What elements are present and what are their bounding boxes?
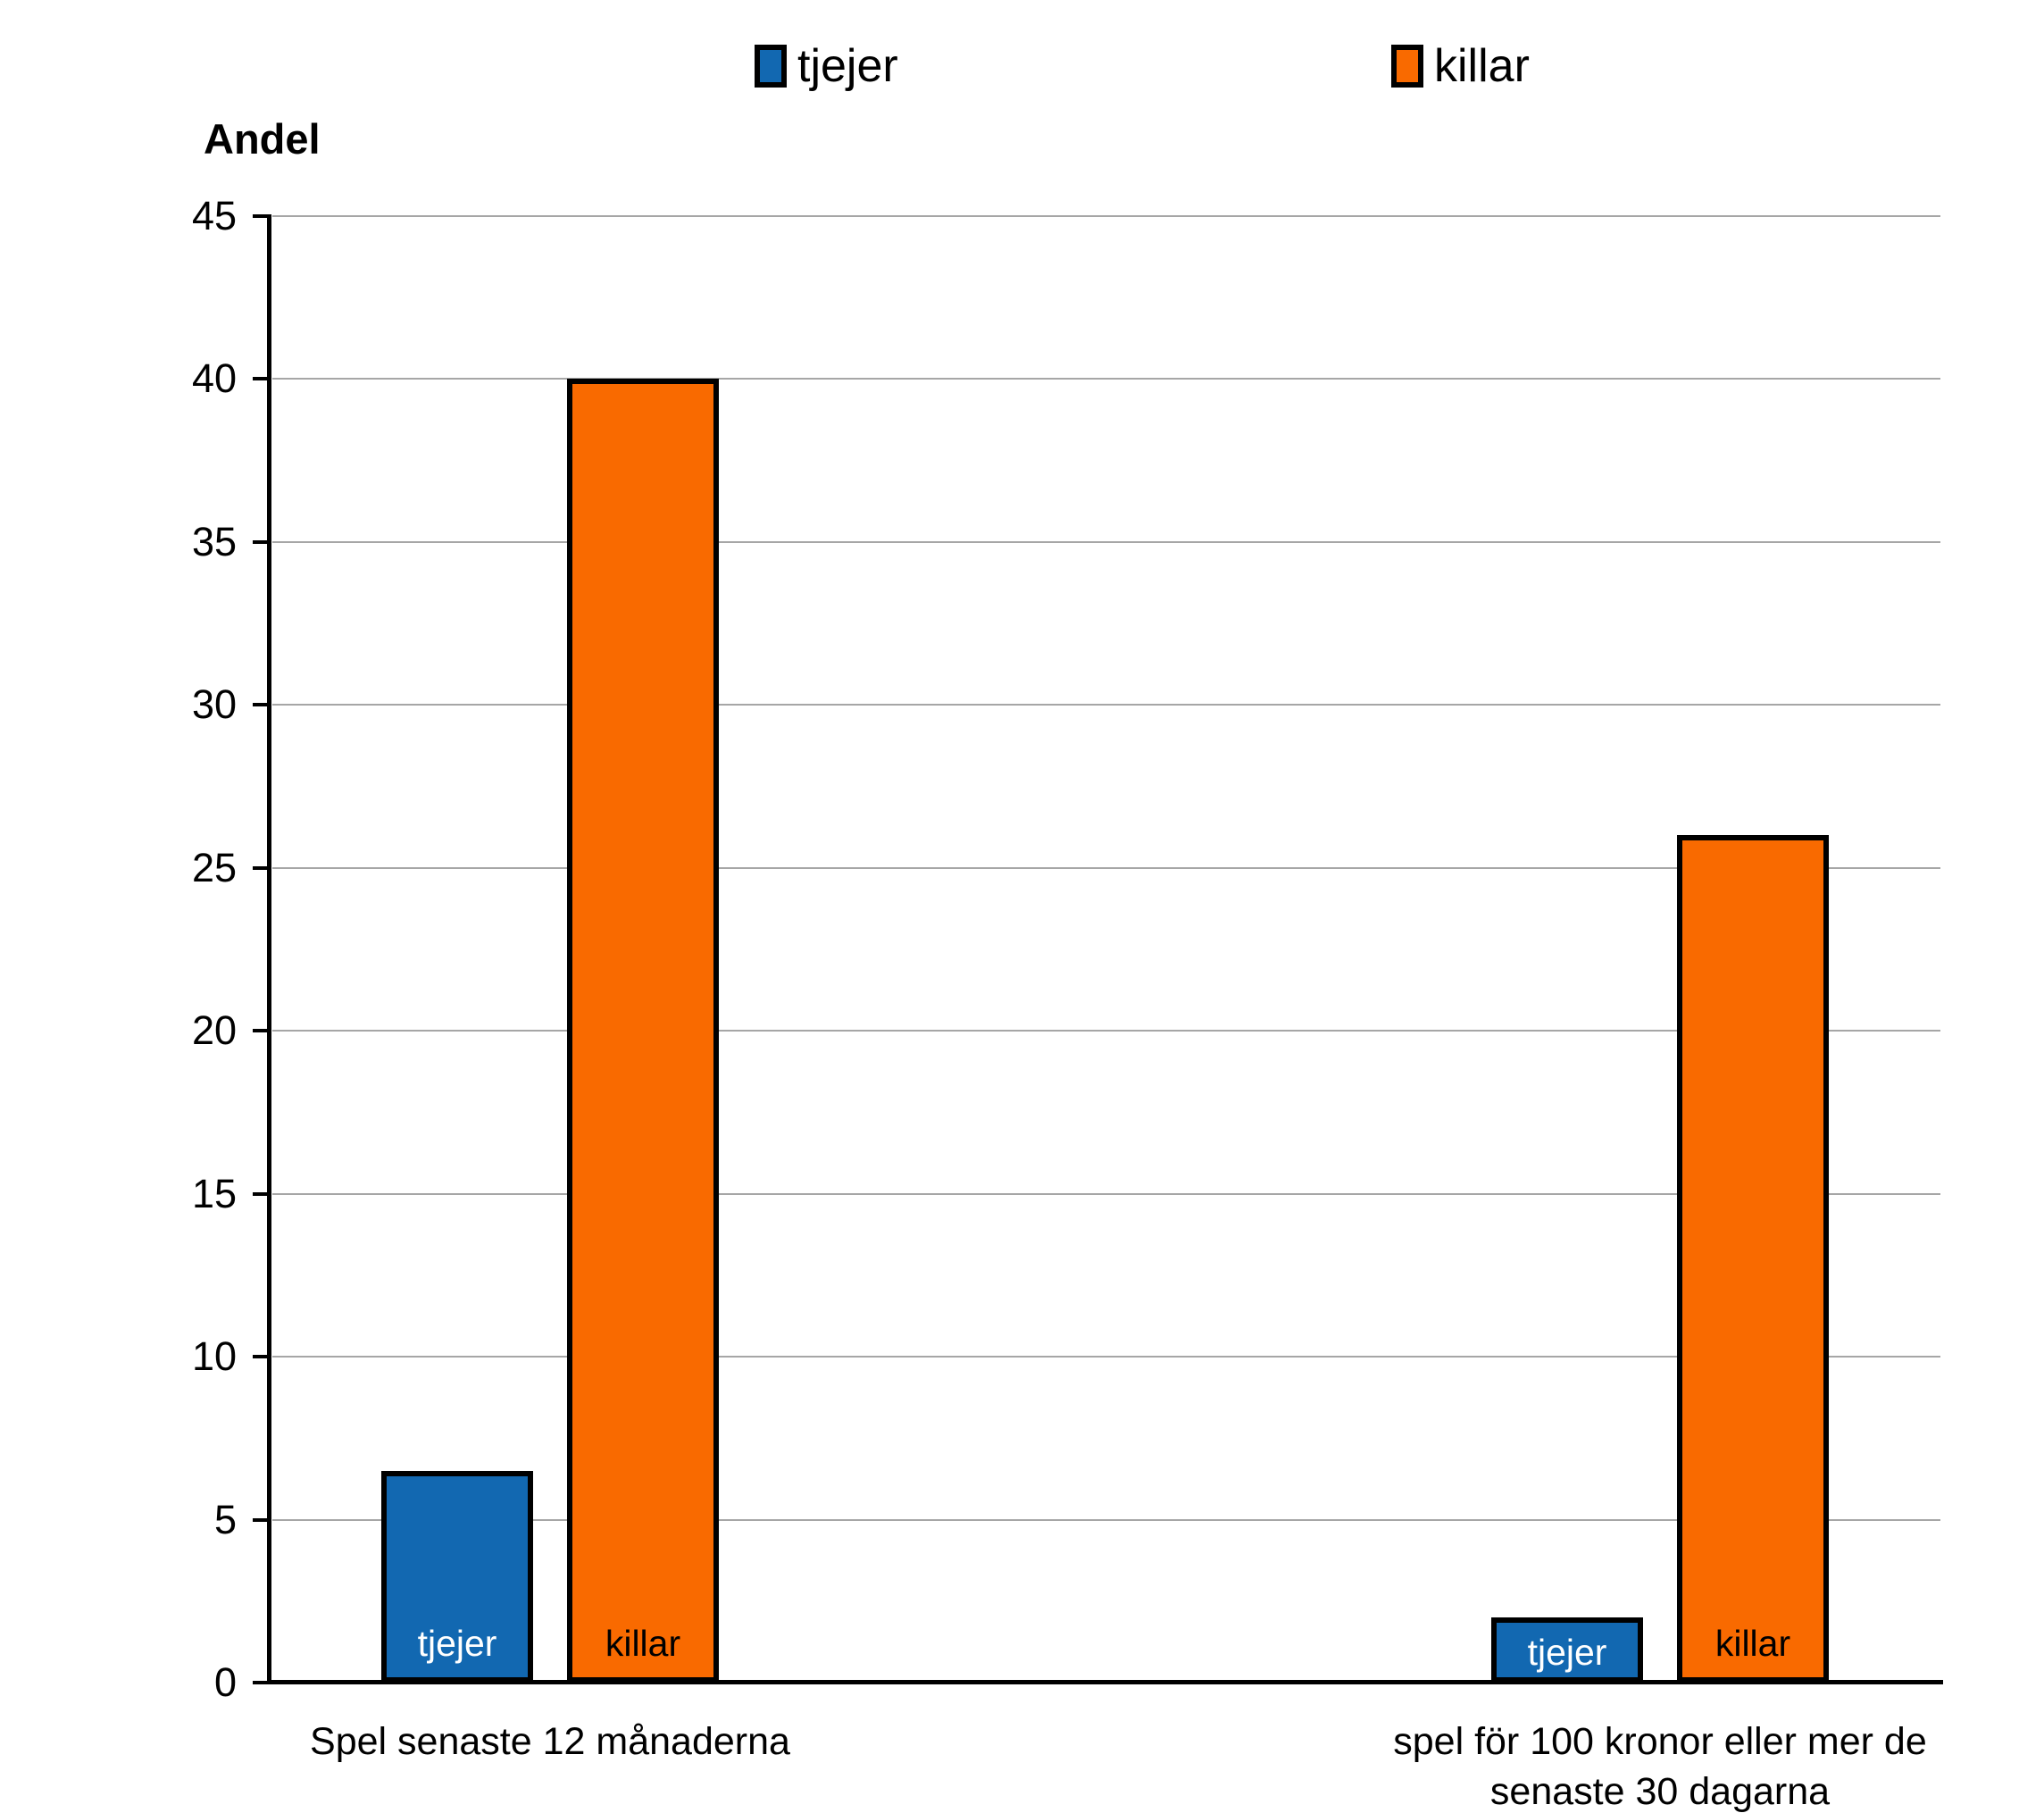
- gridline-15: [272, 1192, 1940, 1195]
- y-axis-title: Andel: [204, 115, 321, 163]
- y-tick-label-20: 20: [191, 1007, 237, 1054]
- bar-killar-group0: killar: [567, 379, 719, 1683]
- gridline-10: [272, 1356, 1940, 1358]
- category-label-0: Spel senaste 12 månaderna: [310, 1720, 790, 1763]
- gridline-40: [272, 378, 1940, 380]
- gridline-25: [272, 866, 1940, 869]
- legend-marker-tjejer: [755, 45, 787, 88]
- gridline-20: [272, 1030, 1940, 1032]
- y-tick-5: [253, 1517, 267, 1522]
- y-tick-label-35: 35: [191, 518, 237, 564]
- bar-label-tjejer-group0: tjejer: [417, 1623, 497, 1664]
- y-tick-label-5: 5: [213, 1496, 237, 1542]
- legend-label-tjejer: tjejer: [797, 40, 898, 92]
- gridline-5: [272, 1518, 1940, 1521]
- y-tick-25: [253, 865, 267, 870]
- y-tick-45: [253, 214, 267, 218]
- y-tick-label-10: 10: [191, 1333, 237, 1380]
- y-axis-line: [267, 214, 271, 1684]
- y-tick-label-25: 25: [191, 844, 237, 890]
- bar-tjejer-group0: tjejer: [381, 1471, 533, 1683]
- y-tick-15: [253, 1191, 267, 1196]
- y-tick-35: [253, 539, 267, 544]
- legend-item-tjejer: tjejer: [755, 38, 898, 95]
- gridline-45: [272, 215, 1940, 217]
- y-tick-label-45: 45: [191, 193, 237, 238]
- bar-label-tjejer-group1: tjejer: [1527, 1632, 1607, 1673]
- legend-label-killar: killar: [1434, 40, 1530, 92]
- category-label-1: spel för 100 kronor eller mer de senaste…: [1393, 1720, 1927, 1813]
- y-tick-label-15: 15: [191, 1170, 237, 1216]
- gridline-35: [272, 540, 1940, 543]
- legend-item-killar: killar: [1391, 38, 1530, 95]
- y-tick-label-0: 0: [213, 1659, 237, 1705]
- y-tick-40: [253, 377, 267, 381]
- y-tick-30: [253, 703, 267, 707]
- y-tick-label-30: 30: [191, 681, 237, 728]
- bar-label-killar-group1: killar: [1714, 1623, 1791, 1664]
- bar-tjejer-group1: tjejer: [1491, 1617, 1643, 1683]
- y-tick-label-40: 40: [191, 355, 237, 402]
- bar-label-killar-group0: killar: [605, 1623, 681, 1664]
- y-tick-10: [253, 1355, 267, 1359]
- y-tick-20: [253, 1029, 267, 1033]
- x-axis-line: [267, 1680, 1943, 1684]
- y-tick-0: [253, 1681, 267, 1684]
- bar-killar-group1: killar: [1677, 835, 1829, 1683]
- legend-marker-killar: [1391, 45, 1423, 88]
- gridline-30: [272, 704, 1940, 706]
